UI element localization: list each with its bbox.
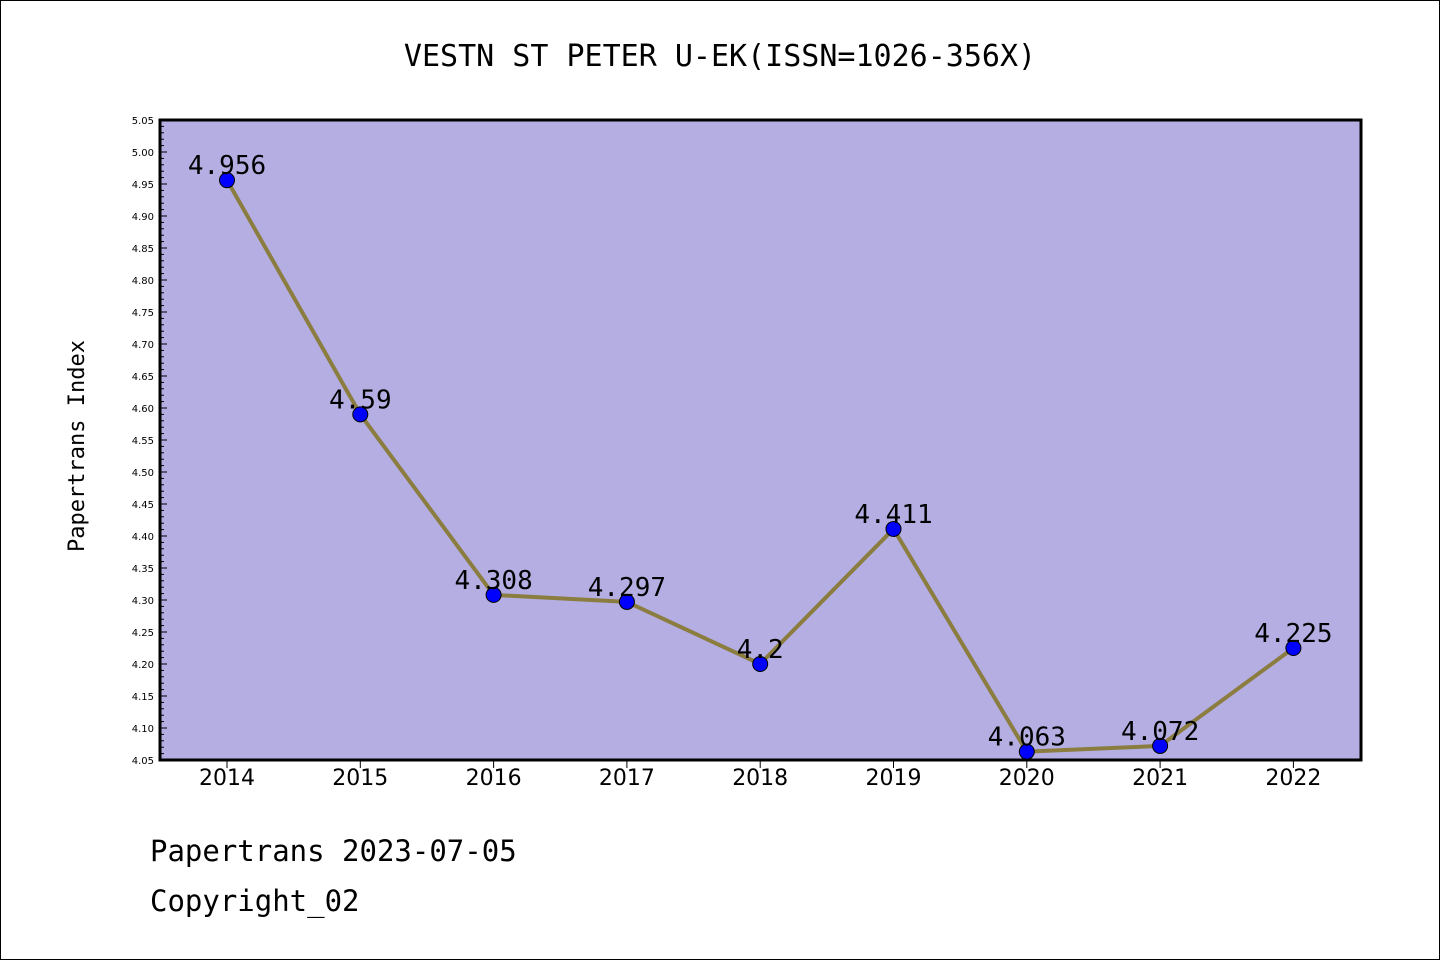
y-tick-label: 4.95 <box>132 180 154 191</box>
y-tick-label: 4.20 <box>132 660 154 671</box>
data-label: 4.2 <box>737 635 784 665</box>
data-point <box>885 520 902 537</box>
plot-area <box>160 120 1361 760</box>
y-tick-label: 4.15 <box>132 692 154 703</box>
data-label: 4.297 <box>588 573 666 603</box>
footer-copyright: Copyright_02 <box>150 884 360 918</box>
data-point <box>1285 640 1302 656</box>
data-label: 4.308 <box>454 566 532 596</box>
series-layer: 4.956 4.59 4.308 4.297 4.2 4.411 4.063 4.072 4.2… <box>188 151 1333 760</box>
x-tick-label: 2021 <box>1132 766 1188 791</box>
y-tick-label: 4.05 <box>132 756 154 767</box>
data-point <box>219 172 235 189</box>
y-tick-label: 4.25 <box>132 628 154 639</box>
y-tick-label: 4.70 <box>132 340 154 351</box>
y-tick-label: 4.40 <box>132 532 154 543</box>
y-tick-label: 4.10 <box>132 724 154 735</box>
y-axis-label: Papertrans Index <box>65 340 90 552</box>
y-tick-label: 4.50 <box>132 468 154 479</box>
y-tick-label: 4.65 <box>132 372 154 383</box>
y-tick-label: 4.85 <box>132 244 154 255</box>
x-tick-label: 2014 <box>199 766 255 791</box>
data-label: 4.225 <box>1254 619 1332 649</box>
x-tick-label: 2016 <box>466 766 522 791</box>
y-tick-label: 4.55 <box>132 436 154 447</box>
footer-date: Papertrans 2023-07-05 <box>150 834 517 868</box>
y-tick-label: 4.60 <box>132 404 154 415</box>
x-axis: 2014 2015 2016 2017 2018 2019 2020 2021 2022 <box>199 760 1321 791</box>
chart-title: VESTN ST PETER U-EK(ISSN=1026-356X) <box>404 39 1036 74</box>
data-point <box>752 656 769 672</box>
y-tick-label: 4.90 <box>132 212 154 223</box>
y-tick-label: 4.30 <box>132 596 154 607</box>
x-tick-label: 2022 <box>1265 766 1321 791</box>
data-point <box>618 593 635 610</box>
x-tick-label: 2017 <box>599 766 655 791</box>
y-tick-label: 4.75 <box>132 308 154 319</box>
x-tick-label: 2020 <box>999 766 1055 791</box>
data-label: 4.063 <box>988 723 1066 753</box>
x-tick-label: 2019 <box>866 766 922 791</box>
data-point <box>485 586 502 603</box>
data-label: 4.59 <box>329 385 392 415</box>
data-point <box>352 406 369 423</box>
y-tick-label: 4.80 <box>132 276 154 287</box>
y-tick-label: 5.00 <box>132 148 154 159</box>
y-axis: 4.05 4.10 4.15 4.20 4.25 4.30 4.35 4.40 4.45 4.50… <box>132 116 167 767</box>
plot-border <box>158 118 1363 762</box>
x-tick-label: 2018 <box>732 766 788 791</box>
data-label: 4.411 <box>854 500 932 530</box>
data-label: 4.956 <box>188 151 266 181</box>
data-point <box>1152 737 1169 754</box>
y-tick-label: 4.35 <box>132 564 154 575</box>
data-label: 4.072 <box>1121 717 1199 747</box>
y-tick-label: 4.45 <box>132 500 154 511</box>
y-tick-label: 5.05 <box>132 116 154 127</box>
x-tick-label: 2015 <box>332 766 388 791</box>
